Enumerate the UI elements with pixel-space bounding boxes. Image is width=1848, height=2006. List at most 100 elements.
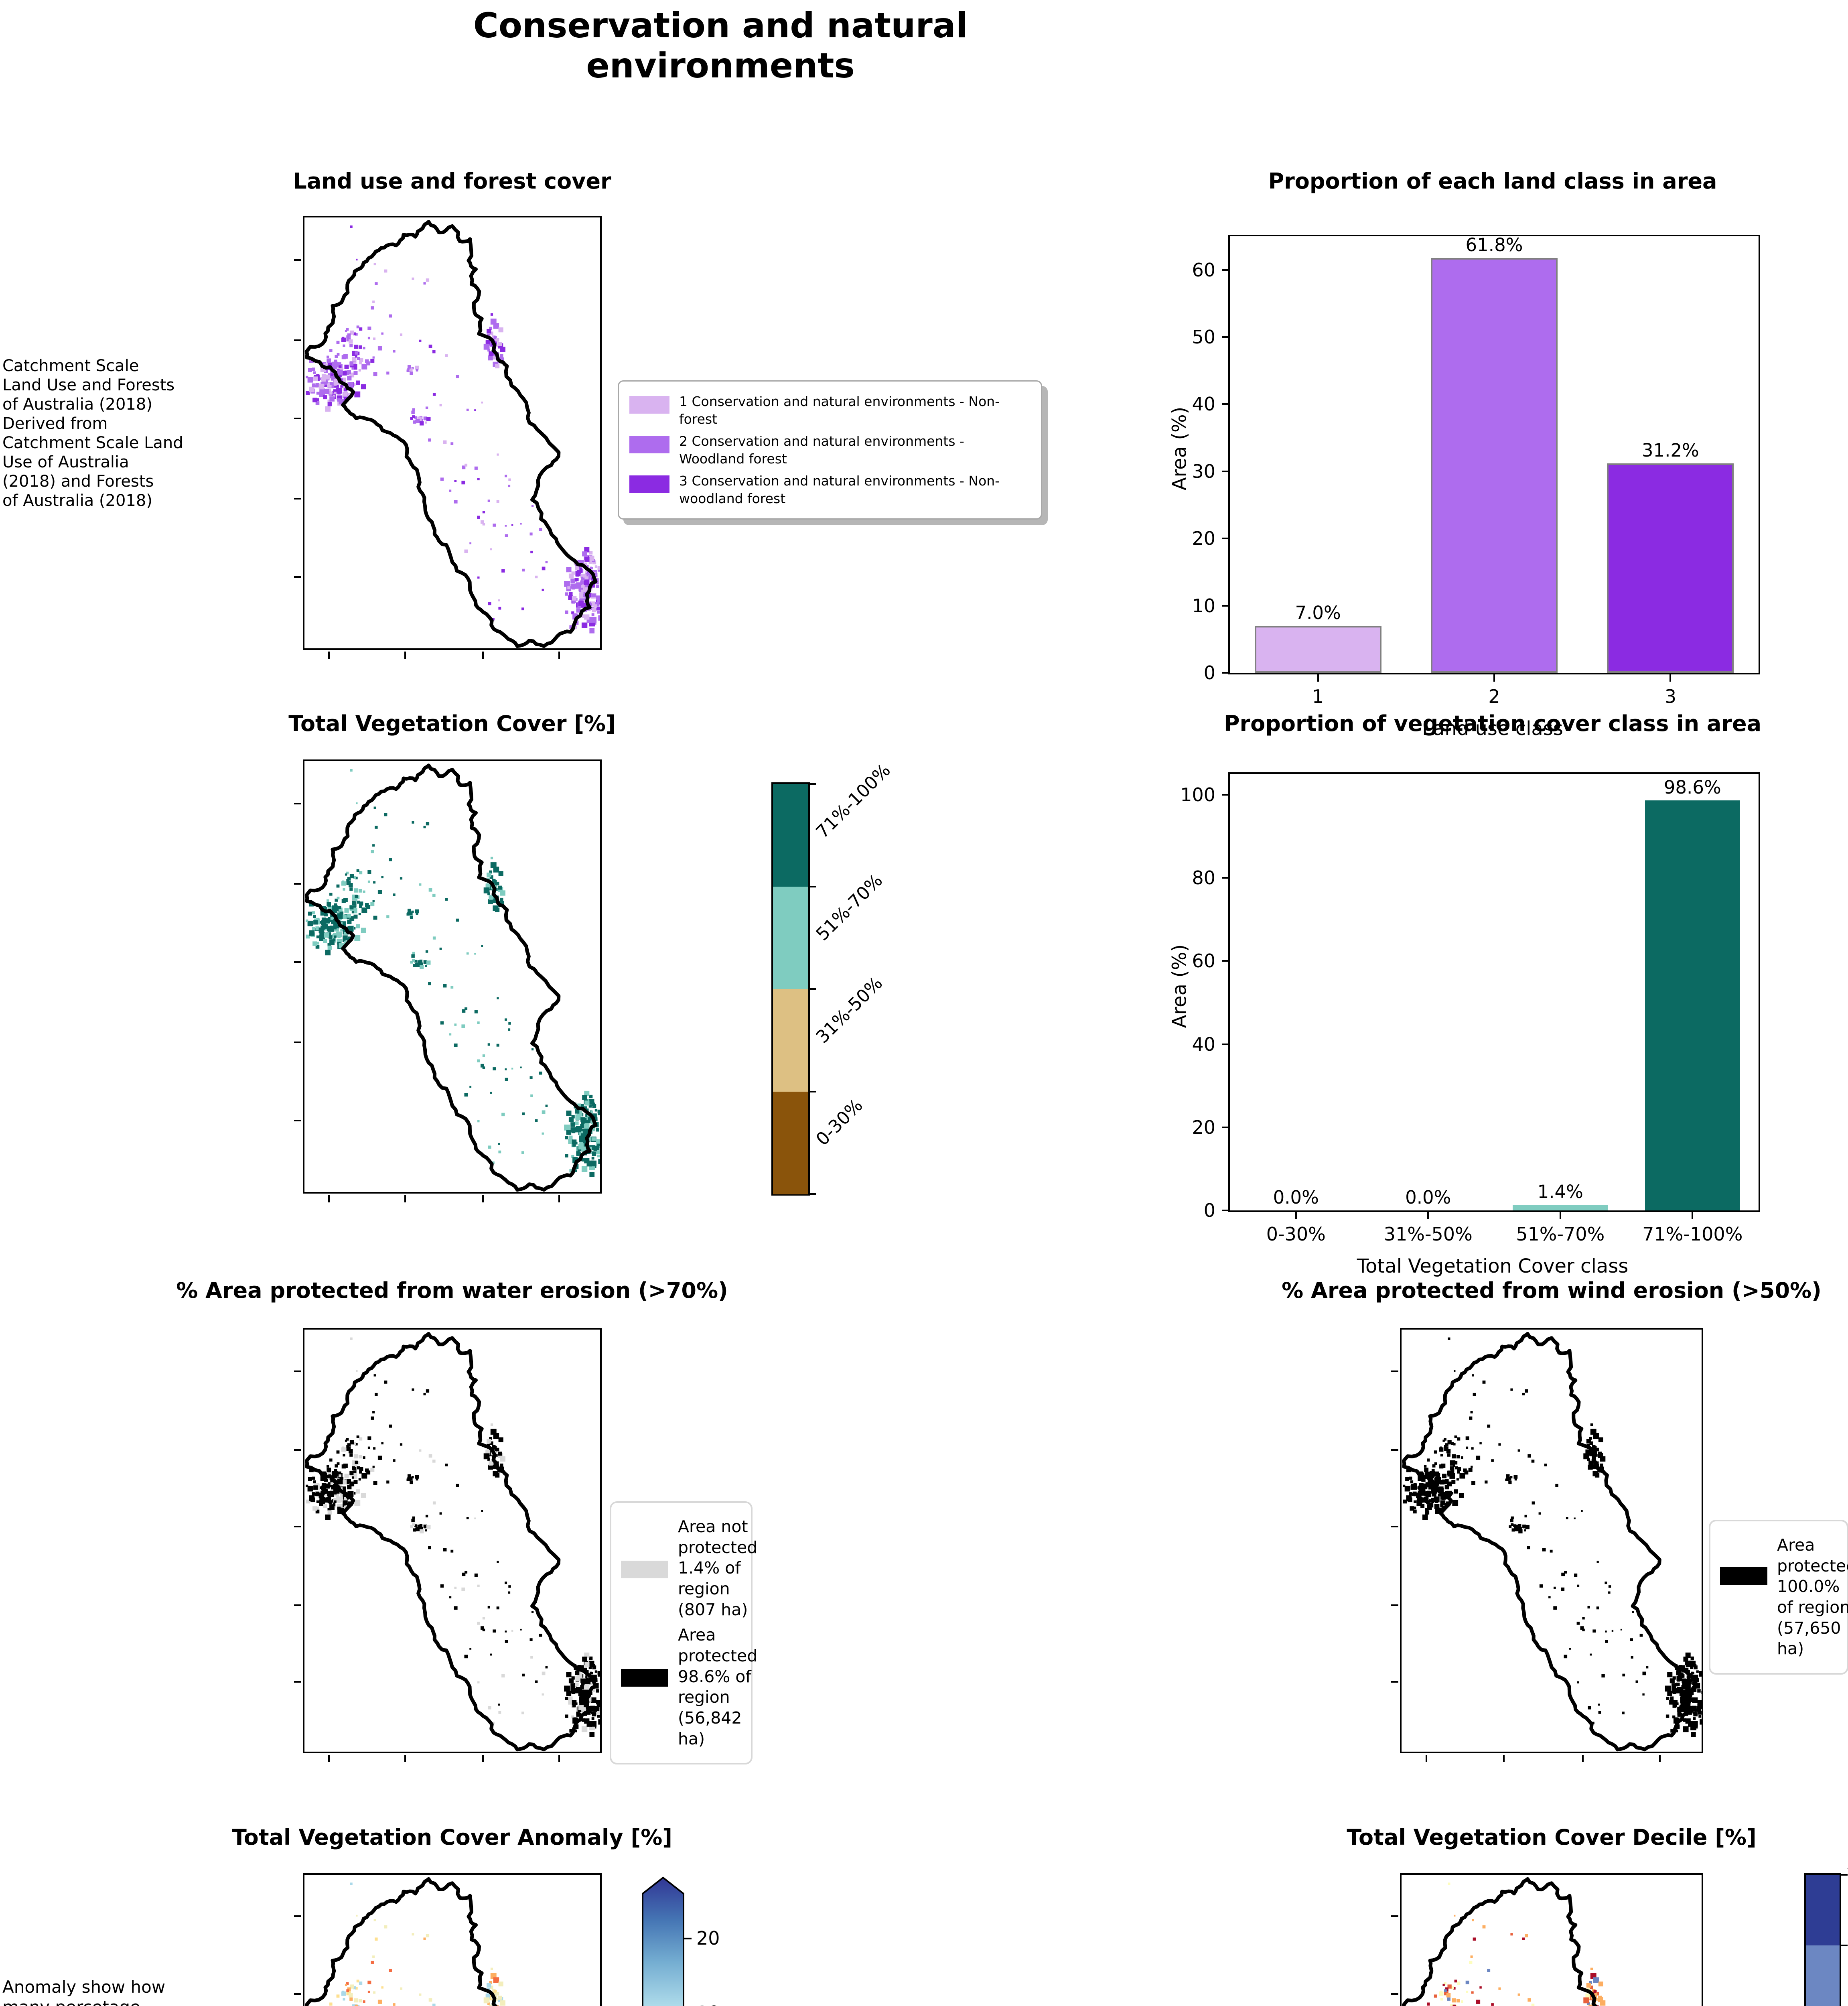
y-axis-tick [1222, 1210, 1228, 1211]
map-y-tick [1391, 1993, 1398, 1995]
x-axis-tick-label: 1 [1312, 686, 1324, 707]
wind-erosion-legend: Area protected 100.0% of region (57,650 … [1709, 1520, 1848, 1675]
bar-value-label: 61.8% [1465, 234, 1523, 256]
y-axis-tick-label: 80 [1192, 867, 1215, 889]
map-x-tick [404, 1755, 406, 1762]
map-y-tick [294, 1525, 301, 1527]
colorbar-tick [810, 1090, 816, 1092]
map-x-tick [404, 652, 406, 659]
map-x-tick [1503, 1755, 1505, 1762]
colorbar-class-label: 10 [1843, 1852, 1848, 1882]
colorbar-tick [810, 783, 816, 785]
landclass-chart-xlabel: Land use class [1422, 717, 1563, 740]
bar-value-label: 0.0% [1273, 1187, 1319, 1208]
landuse-source-note: Catchment Scale Land Use and Forests of … [2, 357, 183, 510]
map-y-tick [294, 259, 301, 261]
anomaly-colorbar: 20100−10−20 [641, 1876, 761, 2006]
y-axis-tick [1222, 538, 1228, 540]
vegcover-chart-title: Proportion of vegetation cover class in … [1223, 711, 1762, 736]
x-axis-tick-label: 51%-70% [1516, 1223, 1605, 1245]
anomaly-colorbar-tick-label: 10 [696, 2002, 720, 2006]
colorbar-segment [1806, 1945, 1840, 2006]
vegcover-map-frame [303, 759, 602, 1194]
map-y-tick [294, 803, 301, 805]
anomaly-map-frame [303, 1873, 602, 2006]
decile-colorbar: 108-94-72-31 [1804, 1852, 1848, 2006]
legend-item: 3 Conservation and natural environments … [629, 472, 1030, 507]
vegcover-colorbar: 71%-100% 51%-70% 31%-50% 0-30% [771, 760, 895, 1196]
legend-label: 3 Conservation and natural environments … [679, 473, 1000, 506]
x-axis-tick [1427, 1212, 1429, 1219]
anomaly-colorbar-bar [642, 1876, 684, 2006]
water-erosion-map-frame [303, 1328, 602, 1753]
x-axis-tick [1493, 674, 1495, 682]
map-x-tick [1582, 1755, 1584, 1762]
bar-value-label: 7.0% [1295, 602, 1341, 623]
legend-item: Area protected 100.0% of region (57,650 … [1720, 1535, 1848, 1659]
y-axis-tick-label: 0 [1203, 1200, 1215, 1221]
y-axis-tick-label: 100 [1180, 784, 1215, 806]
legend-item: 2 Conservation and natural environments … [629, 432, 1030, 467]
catchment-map-canvas [1402, 1332, 1702, 1752]
map-x-tick [482, 1195, 484, 1202]
colorbar-class-label: 4-7 [1843, 1988, 1848, 2006]
y-axis-tick-label: 0 [1203, 662, 1215, 684]
x-axis-tick-label: 0-30% [1266, 1223, 1326, 1245]
map-x-tick [1426, 1755, 1428, 1762]
legend-item: Area protected 98.6% of region (56,842 h… [621, 1625, 757, 1749]
map-y-tick [294, 1120, 301, 1122]
decile-map-frame [1400, 1873, 1703, 2006]
map-x-tick [558, 1195, 560, 1202]
legend-swatch [621, 1561, 668, 1578]
colorbar-class-label: 51%-70% [812, 870, 887, 945]
map-y-tick [294, 1449, 301, 1451]
colorbar-tick [1841, 1945, 1848, 1947]
colorbar-tick [810, 988, 816, 990]
y-axis-tick-label: 60 [1192, 259, 1215, 281]
bar [1645, 800, 1740, 1210]
legend-item: Area not protected 1.4% of region (807 h… [621, 1517, 757, 1620]
catchment-outline [1402, 1877, 1598, 2006]
colorbar-segment [773, 886, 808, 989]
legend-label: Area protected 98.6% of region (56,842 h… [678, 1625, 758, 1748]
map-y-tick [1391, 1449, 1398, 1451]
y-axis-tick-label: 20 [1192, 528, 1215, 550]
anomaly-colorbar-tick-label: 20 [696, 1927, 720, 1949]
catchment-map-canvas [304, 1332, 600, 1752]
colorbar-class-label: 71%-100% [812, 760, 895, 843]
catchment-map-canvas [304, 220, 600, 648]
map-y-tick [1391, 1604, 1398, 1606]
map-x-tick [558, 1755, 560, 1762]
page-title: Conservation and natural environments [473, 6, 968, 86]
y-axis-tick-label: 40 [1192, 393, 1215, 415]
map-x-tick [1659, 1755, 1661, 1762]
legend-swatch [629, 396, 669, 414]
map-y-tick [294, 339, 301, 341]
legend-label: Area not protected 1.4% of region (807 h… [678, 1517, 758, 1619]
y-axis-tick [1222, 269, 1228, 271]
wind-erosion-map-title: % Area protected from wind erosion (>50%… [1282, 1278, 1822, 1303]
y-axis-tick-label: 20 [1192, 1116, 1215, 1138]
water-erosion-map-title: % Area protected from water erosion (>70… [176, 1278, 728, 1303]
x-axis-tick [1692, 1212, 1694, 1219]
colorbar-segment [773, 1091, 808, 1194]
catchment-outline [304, 1877, 498, 2006]
landclass-chart-ylabel: Area (%) [1168, 406, 1191, 491]
x-axis-tick [1669, 674, 1672, 682]
bar [1513, 1204, 1608, 1210]
y-axis-tick [1222, 403, 1228, 405]
catchment-outline [304, 763, 598, 1192]
map-y-tick [1391, 1915, 1398, 1917]
bar [1607, 463, 1734, 673]
y-axis-tick [1222, 336, 1228, 338]
legend-swatch [629, 436, 669, 454]
map-y-tick [1391, 1370, 1398, 1372]
y-axis-tick [1222, 1043, 1228, 1045]
y-axis-tick [1222, 672, 1228, 674]
y-axis-tick-label: 40 [1192, 1033, 1215, 1055]
x-axis-tick [1559, 1212, 1561, 1219]
bar-value-label: 0.0% [1405, 1187, 1451, 1208]
map-x-tick [328, 1755, 330, 1762]
bar-value-label: 98.6% [1663, 777, 1721, 798]
